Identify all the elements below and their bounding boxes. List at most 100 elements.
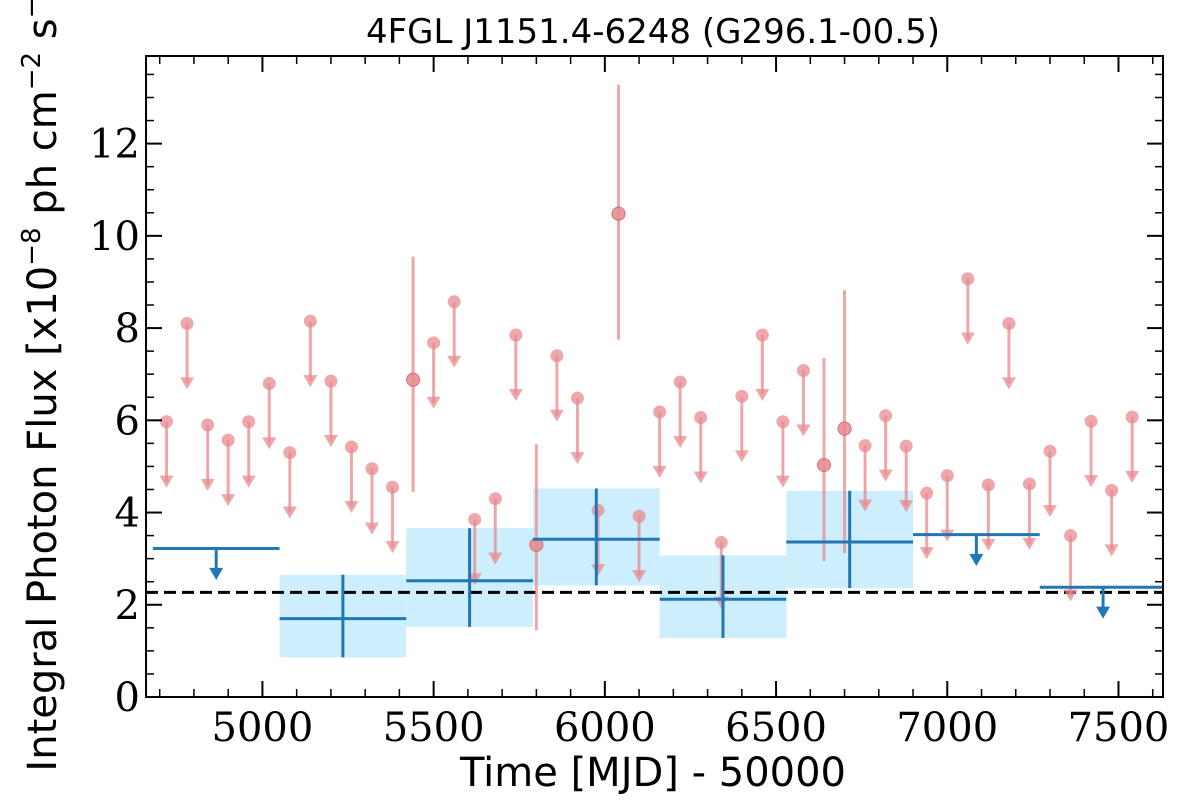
fine-upper-limit-arrowhead — [775, 475, 790, 488]
x-tick-label: 7500 — [1068, 705, 1170, 751]
fine-upper-limit-arrowhead — [447, 355, 462, 368]
fine-upper-limit-point — [981, 478, 995, 492]
fine-upper-limit-arrowhead — [1084, 475, 1099, 488]
fine-upper-limit-point — [1002, 316, 1016, 330]
fine-upper-limit-arrowhead — [282, 506, 297, 519]
fine-upper-limit-point — [591, 503, 605, 517]
fine-upper-limit-point — [1043, 444, 1057, 458]
fine-upper-limit-point — [858, 439, 872, 453]
fine-upper-limit-arrowhead — [981, 538, 996, 551]
fine-upper-limit-arrowhead — [960, 332, 975, 345]
fine-upper-limit-point — [961, 272, 975, 286]
fine-upper-limit-arrowhead — [488, 552, 503, 565]
coarse-upper-limit-arrowhead — [969, 554, 984, 567]
x-tick-label: 6000 — [554, 705, 656, 751]
fine-upper-limit-arrowhead — [693, 471, 708, 484]
fine-upper-limit-point — [509, 328, 523, 342]
fine-upper-limit-arrowhead — [159, 475, 174, 488]
fine-upper-limit-arrowhead — [734, 450, 749, 463]
x-tick-label: 7000 — [896, 705, 998, 751]
coarse-upper-limit-arrowhead — [1096, 606, 1111, 619]
x-tick-label: 6500 — [725, 705, 827, 751]
fine-upper-limit-arrowhead — [673, 435, 688, 448]
axes-frame — [145, 55, 1164, 698]
fine-upper-limit-arrowhead — [323, 435, 338, 448]
fine-upper-limit-arrowhead — [755, 388, 770, 401]
fine-upper-limit-arrowhead — [241, 475, 256, 488]
fine-upper-limit-point — [776, 415, 790, 429]
fine-upper-limit-point — [570, 391, 584, 405]
fine-upper-limit-point — [1064, 529, 1078, 543]
coarse-upper-limit-arrowhead — [209, 567, 224, 580]
fine-upper-limit-point — [653, 405, 667, 419]
fine-detection-point — [611, 206, 626, 221]
fine-upper-limit-point — [1084, 414, 1098, 428]
fine-upper-limit-point — [242, 415, 256, 429]
fine-upper-limit-point — [940, 469, 954, 483]
fine-upper-limit-point — [1105, 483, 1119, 497]
fine-upper-limit-point — [879, 409, 893, 423]
fine-upper-limit-arrowhead — [1125, 471, 1140, 484]
y-tick-label: 4 — [115, 491, 140, 537]
fine-upper-limit-point — [283, 446, 297, 460]
fine-upper-limit-arrowhead — [426, 396, 441, 409]
fine-upper-limit-point — [344, 440, 358, 454]
y-tick-label: 6 — [115, 398, 140, 444]
fine-upper-limit-arrowhead — [919, 547, 934, 560]
fine-upper-limit-point — [694, 411, 708, 425]
fine-upper-limit-point — [324, 374, 338, 388]
fine-upper-limit-point — [201, 418, 215, 432]
fine-detection-point — [837, 421, 852, 436]
x-axis-label: Time [MJD] - 50000 — [459, 750, 846, 796]
fine-upper-limit-arrowhead — [1043, 505, 1057, 518]
fine-upper-limit-point — [899, 439, 913, 453]
fine-upper-limit-arrowhead — [262, 437, 277, 450]
fine-upper-limit-arrowhead — [1001, 377, 1016, 390]
x-tick-label: 5000 — [212, 705, 314, 751]
fine-upper-limit-point — [714, 536, 728, 550]
fine-upper-limit-point — [180, 316, 194, 330]
fine-upper-limit-point — [488, 492, 502, 506]
fine-upper-limit-point — [673, 375, 687, 389]
fine-upper-limit-arrowhead — [180, 377, 195, 390]
fine-upper-limit-point — [468, 512, 482, 526]
fine-upper-limit-point — [262, 376, 276, 390]
chart-title: 4FGL J1151.4-6248 (G296.1-00.5) — [366, 12, 940, 52]
fine-upper-limit-arrowhead — [385, 541, 400, 554]
fine-upper-limit-point — [550, 349, 564, 363]
y-tick-label: 12 — [89, 122, 140, 168]
fine-upper-limit-arrowhead — [1022, 537, 1037, 550]
fine-upper-limit-arrowhead — [221, 494, 236, 507]
fine-upper-limit-arrowhead — [1063, 589, 1078, 602]
fine-upper-limit-arrowhead — [570, 452, 585, 465]
fine-upper-limit-point — [1022, 477, 1036, 491]
fine-bin-points — [159, 84, 1140, 631]
fine-upper-limit-point — [221, 433, 235, 447]
fine-upper-limit-point — [632, 509, 646, 523]
fine-upper-limit-arrowhead — [1104, 544, 1119, 557]
fine-upper-limit-arrowhead — [652, 465, 667, 478]
x-tick-label: 5500 — [383, 705, 485, 751]
fine-upper-limit-arrowhead — [365, 522, 379, 535]
coarse-bin-markers — [152, 488, 1163, 658]
fine-upper-limit-point — [365, 462, 379, 476]
fine-upper-limit-arrowhead — [632, 570, 647, 583]
fine-upper-limit-point — [303, 314, 317, 328]
fine-upper-limit-arrowhead — [344, 501, 359, 514]
fine-upper-limit-arrowhead — [549, 409, 564, 422]
fine-upper-limit-point — [755, 328, 769, 342]
fine-detection-point — [405, 372, 421, 387]
y-tick-label: 10 — [89, 214, 140, 260]
axes: 5000 5500 6000 6500 7000 7500 0 2 4 6 8 10 12 — [89, 55, 1170, 751]
fine-upper-limit-arrowhead — [591, 564, 605, 577]
fine-upper-limit-point — [386, 480, 400, 494]
fine-upper-limit-point — [796, 364, 810, 378]
fine-upper-limit-point — [735, 389, 749, 403]
fine-upper-limit-arrowhead — [878, 469, 893, 482]
fine-upper-limit-point — [1125, 410, 1139, 424]
fine-upper-limit-arrowhead — [899, 500, 914, 513]
y-tick-label: 0 — [115, 675, 140, 721]
fine-detection-point — [816, 457, 832, 473]
fine-upper-limit-arrowhead — [200, 478, 215, 491]
